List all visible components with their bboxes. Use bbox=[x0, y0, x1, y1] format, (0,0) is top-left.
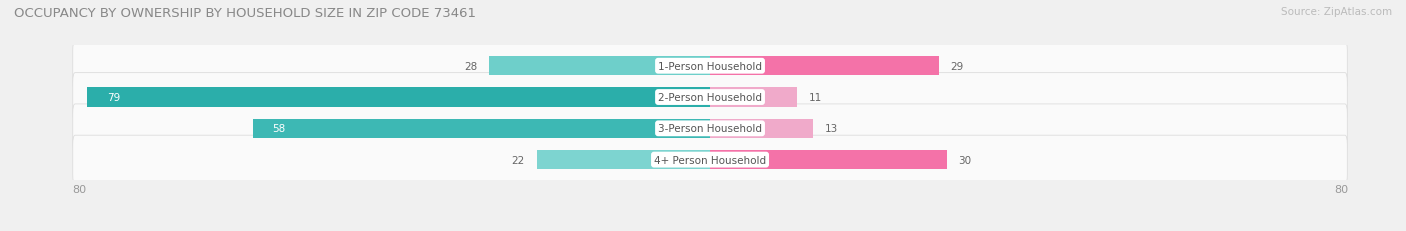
Text: 3-Person Household: 3-Person Household bbox=[658, 124, 762, 134]
Text: 58: 58 bbox=[273, 124, 285, 134]
Bar bbox=[710, 150, 946, 170]
Text: 22: 22 bbox=[512, 155, 524, 165]
Text: 4+ Person Household: 4+ Person Household bbox=[654, 155, 766, 165]
Text: 1-Person Household: 1-Person Household bbox=[658, 61, 762, 71]
Text: Source: ZipAtlas.com: Source: ZipAtlas.com bbox=[1281, 7, 1392, 17]
Bar bbox=[710, 57, 939, 76]
Text: 29: 29 bbox=[950, 61, 965, 71]
Text: 11: 11 bbox=[808, 93, 823, 103]
Bar bbox=[253, 119, 710, 138]
Text: OCCUPANCY BY OWNERSHIP BY HOUSEHOLD SIZE IN ZIP CODE 73461: OCCUPANCY BY OWNERSHIP BY HOUSEHOLD SIZE… bbox=[14, 7, 477, 20]
FancyBboxPatch shape bbox=[73, 73, 1347, 122]
Text: 30: 30 bbox=[959, 155, 972, 165]
Bar bbox=[710, 88, 797, 107]
Text: 13: 13 bbox=[824, 124, 838, 134]
FancyBboxPatch shape bbox=[73, 104, 1347, 153]
FancyBboxPatch shape bbox=[73, 42, 1347, 91]
Text: 28: 28 bbox=[464, 61, 478, 71]
Text: 2-Person Household: 2-Person Household bbox=[658, 93, 762, 103]
Bar bbox=[537, 150, 710, 170]
Bar bbox=[710, 119, 813, 138]
Text: 79: 79 bbox=[107, 93, 120, 103]
Bar bbox=[489, 57, 710, 76]
Bar bbox=[87, 88, 710, 107]
FancyBboxPatch shape bbox=[73, 136, 1347, 184]
